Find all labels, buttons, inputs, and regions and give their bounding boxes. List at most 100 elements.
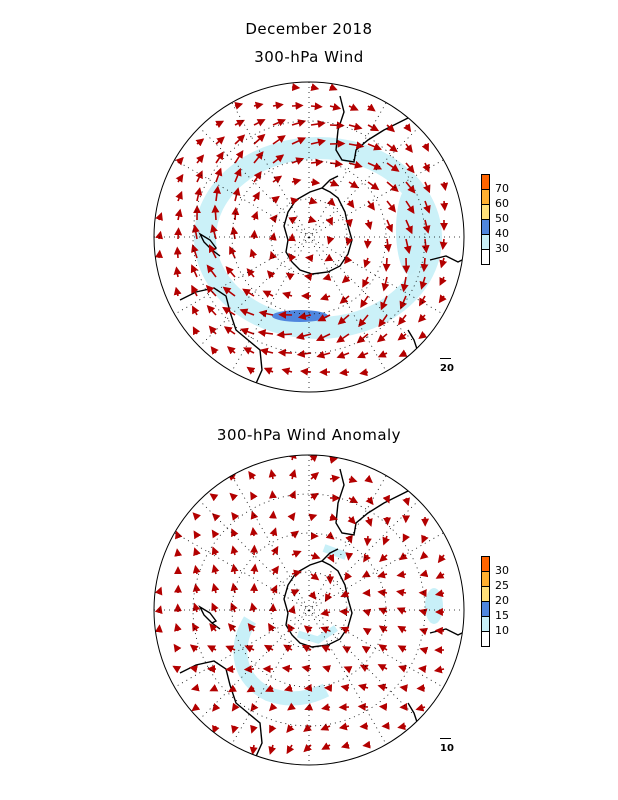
wind-vector-arrow — [281, 367, 293, 376]
wind-vector-arrow — [435, 571, 445, 579]
wind-vector-arrow — [308, 590, 317, 600]
wind-vector-arrow — [419, 627, 428, 636]
wind-vector-arrow — [175, 173, 184, 183]
wind-vector-arrow — [402, 497, 410, 507]
wind-vector-arrow — [362, 608, 372, 617]
wind-vector-arrow — [230, 563, 239, 575]
wind-vector-arrow — [348, 180, 359, 189]
wind-vector-arrow — [247, 622, 256, 632]
wind-vector-arrow — [319, 293, 331, 301]
wind-vector-arrow — [362, 740, 371, 749]
wind-vector-arrow — [191, 284, 199, 297]
wind-vector-arrow — [290, 589, 300, 597]
wind-vector-arrow — [419, 569, 429, 578]
wind-vector-arrow — [234, 134, 246, 145]
wind-vector-arrow — [336, 351, 350, 359]
wind-vector-arrow — [397, 722, 407, 731]
wind-vector-arrow — [416, 684, 426, 693]
wind-vector-arrow — [229, 492, 239, 502]
wind-vector-arrow — [340, 590, 350, 598]
wind-vector-arrow — [223, 326, 236, 335]
wind-vector-arrow — [361, 570, 371, 578]
wind-vector-arrow — [363, 553, 371, 563]
colorbar-segment — [481, 174, 490, 190]
wind-vector-arrow — [324, 253, 334, 262]
wind-vector-arrow — [174, 227, 183, 240]
wind-vector-arrow — [303, 625, 313, 634]
wind-vector-arrow — [315, 333, 331, 341]
wind-vector-arrow — [397, 645, 407, 653]
wind-vector-arrow — [229, 245, 237, 259]
wind-vector-arrow — [212, 724, 220, 734]
wind-vector-arrow — [174, 622, 182, 632]
wind-vector-arrow — [211, 529, 220, 539]
wind-vector-arrow — [249, 602, 258, 613]
wind-vector-arrow — [192, 602, 201, 613]
wind-vector-arrow — [386, 181, 399, 193]
wind-vector-arrow — [336, 333, 350, 343]
wind-vector-arrow — [290, 197, 300, 206]
wind-vector-arrow — [321, 703, 331, 712]
wind-vector-arrow — [250, 702, 259, 712]
wind-vector-arrow — [250, 491, 258, 501]
wind-vector-arrow — [175, 190, 183, 202]
wind-vector-arrow — [367, 162, 383, 170]
wind-vector-arrow — [303, 273, 313, 282]
wind-vector-arrow — [405, 181, 416, 194]
wind-vector-arrow — [239, 327, 255, 336]
wind-vector-arrow — [310, 492, 319, 501]
wind-vector-arrow — [208, 325, 217, 335]
wind-vector-arrow — [195, 138, 205, 147]
wind-vector-arrow — [258, 309, 274, 318]
wind-vector-arrow — [291, 569, 302, 578]
wind-vector-arrow — [421, 142, 429, 152]
wind-vector-arrow — [269, 490, 277, 499]
wind-vector-arrow — [343, 666, 353, 674]
wind-vector-arrow — [269, 584, 278, 594]
wind-vector-arrow — [382, 535, 390, 546]
land-outline-bottom — [179, 468, 464, 762]
wind-vector-arrow — [378, 644, 388, 652]
colorbar-label: 60 — [495, 197, 509, 210]
wind-vector-arrow — [329, 456, 338, 464]
wind-vector-arrow — [192, 305, 200, 316]
wind-vector-arrow — [421, 238, 430, 254]
wind-vector-arrow — [405, 219, 413, 235]
wind-vector-arrow — [320, 626, 331, 634]
wind-vector-arrow — [269, 527, 278, 537]
wind-vector-arrow — [174, 548, 183, 557]
wind-vector-arrow — [248, 470, 257, 480]
wind-vector-arrow — [173, 246, 182, 259]
wind-vector-arrow — [243, 665, 255, 674]
wind-vector-arrow — [403, 123, 412, 133]
wind-vector-arrow — [348, 160, 363, 169]
wind-vector-arrow — [154, 624, 163, 633]
wind-vector-arrow — [320, 723, 331, 731]
wind-vector-arrow — [287, 605, 296, 615]
wind-vector-arrow — [386, 162, 400, 172]
wind-vector-arrow — [246, 684, 256, 693]
wind-vector-arrow — [290, 530, 300, 539]
wind-vector-arrow — [308, 513, 318, 522]
wind-vector-arrow — [363, 238, 372, 249]
reference-arrow-icon — [440, 358, 451, 363]
wind-vector-arrow — [282, 291, 293, 300]
wind-vector-arrow — [378, 625, 388, 634]
wind-vector-arrow — [230, 602, 238, 613]
wind-vector-arrow — [340, 741, 350, 749]
wind-vector-arrow — [263, 644, 274, 653]
wind-vector-arrow — [234, 149, 244, 164]
wind-vector-arrow — [193, 530, 202, 540]
wind-vector-arrow — [367, 123, 380, 132]
wind-vector-arrow — [418, 608, 428, 617]
wind-vector-arrow — [320, 645, 331, 653]
wind-vector-arrow — [422, 162, 430, 173]
colorbar-label: 20 — [495, 594, 509, 607]
wind-vector-arrow — [310, 138, 326, 147]
wind-vector-arrow — [269, 250, 277, 260]
wind-vector-arrow — [271, 565, 279, 575]
wind-vector-arrow — [359, 664, 369, 672]
wind-vector-arrow — [286, 724, 295, 734]
wind-vector-arrow — [344, 571, 353, 581]
wind-vector-arrow — [276, 330, 293, 339]
